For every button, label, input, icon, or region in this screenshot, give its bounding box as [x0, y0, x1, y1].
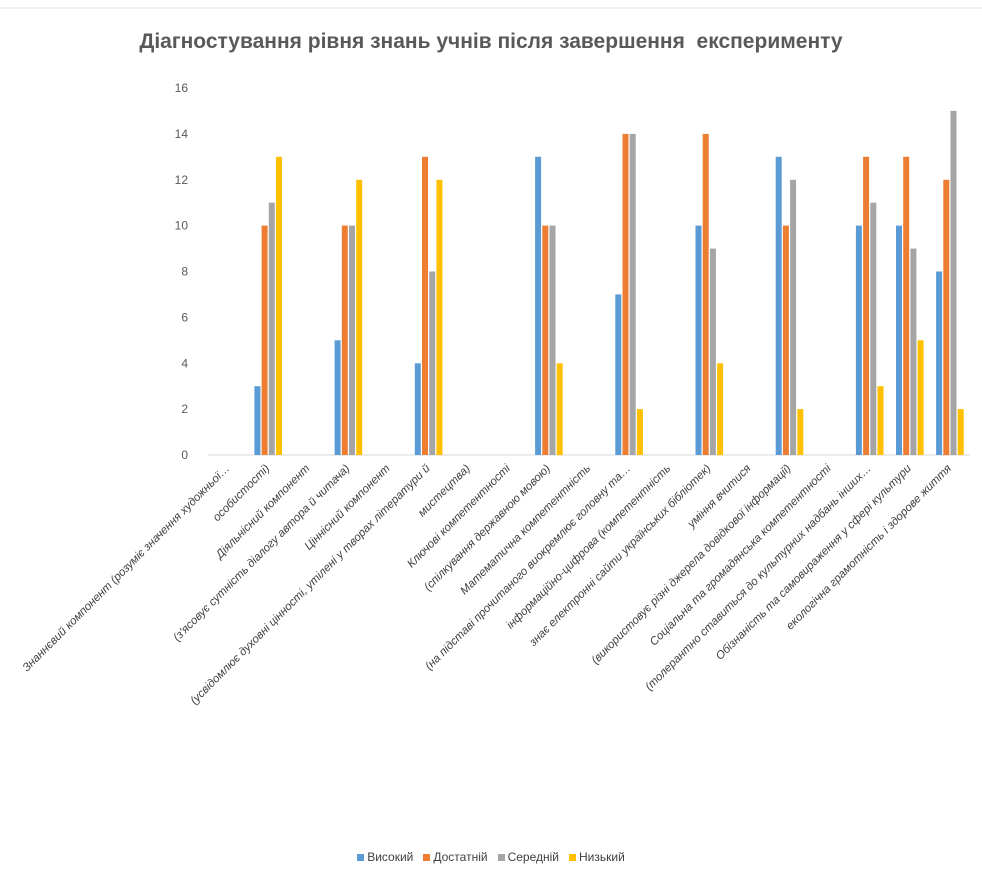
chart-title: Діагностування рівня знань учнів після з… — [139, 30, 843, 53]
bar-Низький-8 — [556, 363, 563, 456]
bar-Середній-10 — [629, 133, 636, 455]
legend-swatch — [497, 854, 505, 861]
bar-Високий-16 — [855, 225, 862, 455]
category-labels: Знаннєвий компонент (розуміє значення ху… — [21, 462, 954, 707]
bar-Низький-12 — [717, 363, 724, 456]
bar-Низький-18 — [957, 409, 964, 455]
bar-Середній-12 — [709, 248, 716, 455]
bar-chart: 0 2 4 6 8 10 12 14 16 Знаннєвий компонент (розум… — [21, 81, 970, 707]
legend-item: Високий — [357, 850, 413, 864]
bar-Достатній-14 — [782, 225, 789, 455]
legend-label: Високий — [367, 850, 414, 864]
y-tick-label: 10 — [175, 219, 189, 233]
y-tick-label: 6 — [181, 310, 188, 324]
bar-Високий-3 — [334, 340, 341, 455]
bar-Низький-16 — [877, 386, 884, 455]
legend-item: Середній — [497, 850, 559, 864]
legend-label: Низький — [579, 850, 625, 864]
legend-swatch — [357, 854, 365, 861]
bar-Високий-8 — [535, 156, 542, 456]
category-label: Обізнаність та самовираження у сфері кул… — [714, 462, 914, 662]
top-border-line — [0, 7, 982, 9]
bar-Середній-18 — [950, 110, 957, 456]
bar-Низький-1 — [276, 156, 282, 456]
bar-Високий-1 — [254, 386, 261, 455]
legend-label: Достатній — [433, 850, 488, 864]
bar-Середній-17 — [910, 248, 917, 455]
bar-Високий-17 — [896, 225, 902, 455]
y-tick-label: 12 — [175, 173, 189, 187]
y-tick-label: 14 — [175, 127, 189, 141]
legend-swatch — [423, 854, 431, 861]
chart-legend: Високий Достатній Середній Низький — [0, 850, 982, 864]
bar-Високий-18 — [936, 271, 943, 455]
bar-Достатній-1 — [261, 225, 268, 455]
bar-Середній-5 — [429, 271, 436, 455]
category-label: Соціальна та громадянська компетентності — [648, 462, 834, 648]
bar-Достатній-10 — [622, 133, 629, 455]
bar-Низький-14 — [797, 409, 804, 455]
bar-Середній-1 — [268, 202, 275, 455]
bar-Достатній-17 — [903, 156, 910, 456]
bar-Низький-5 — [436, 179, 443, 456]
legend-item: Достатній — [423, 850, 488, 864]
bar-Середній-8 — [549, 225, 556, 455]
bar-Високий-12 — [695, 225, 702, 455]
bar-Достатній-18 — [943, 179, 950, 456]
y-tick-label: 0 — [181, 448, 188, 462]
bar-Високий-10 — [615, 294, 622, 455]
bar-Достатній-8 — [542, 225, 549, 455]
bar-Достатній-16 — [863, 156, 870, 456]
legend-swatch — [569, 854, 576, 861]
bars — [254, 110, 964, 456]
category-label: Знаннєвий компонент (розуміє значення ху… — [21, 463, 233, 675]
bar-Середній-16 — [870, 202, 877, 455]
y-tick-label: 16 — [175, 81, 189, 95]
bar-Низький-10 — [636, 409, 643, 455]
y-tick-labels: 0 2 4 6 8 10 12 14 16 — [175, 81, 189, 462]
bar-Достатній-12 — [702, 133, 709, 455]
legend-item: Низький — [569, 850, 625, 864]
legend-label: Середній — [507, 850, 559, 864]
bar-Середній-14 — [790, 179, 797, 456]
bar-Достатній-5 — [422, 156, 428, 456]
bar-Високий-5 — [414, 363, 421, 456]
category-label: знає електронні сайти українських бібліо… — [527, 463, 714, 650]
bar-Достатній-3 — [341, 225, 348, 455]
bar-Низький-17 — [917, 340, 924, 455]
bar-Низький-3 — [356, 179, 363, 456]
y-tick-label: 2 — [181, 402, 188, 416]
bar-Високий-14 — [775, 156, 782, 456]
bar-Середній-3 — [349, 225, 355, 455]
y-tick-label: 4 — [181, 356, 188, 370]
y-tick-label: 8 — [181, 265, 188, 279]
